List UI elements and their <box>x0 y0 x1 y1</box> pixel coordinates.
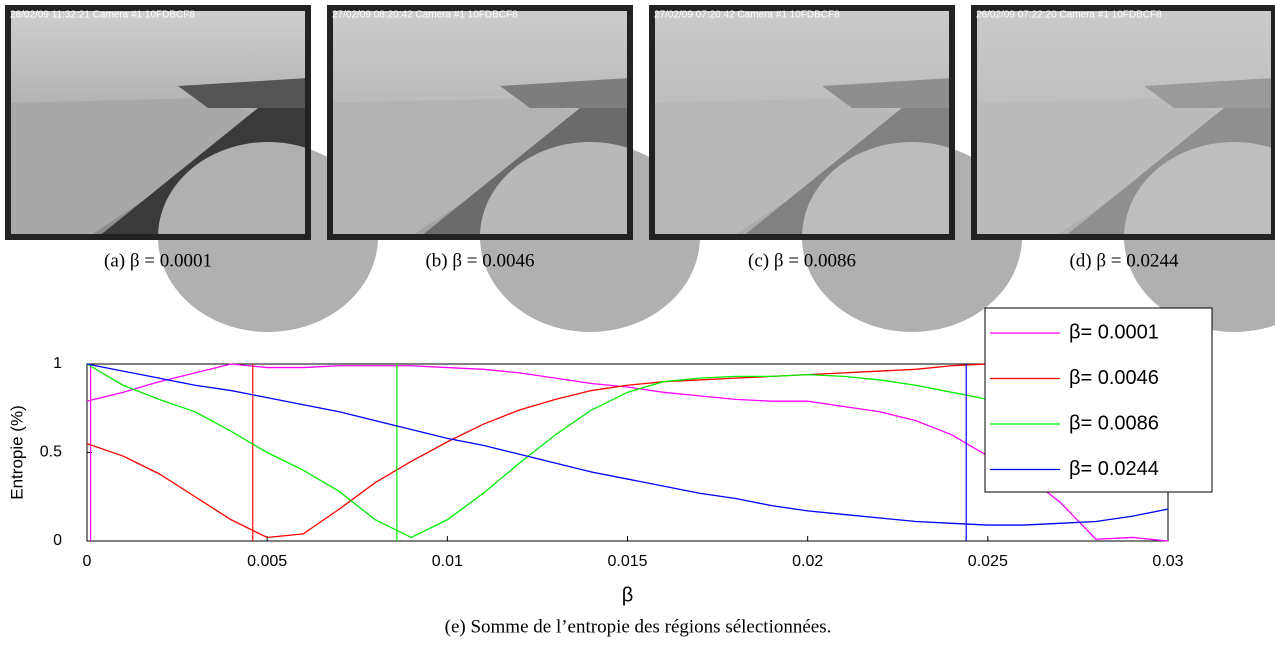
photo-fog <box>974 8 1274 237</box>
photo <box>649 5 1022 332</box>
photo-buildings <box>500 78 630 108</box>
y-tick-label: 0.5 <box>40 444 62 461</box>
x-tick-label: 0.015 <box>607 553 647 570</box>
photo-ground <box>8 98 268 237</box>
x-tick-label: 0.025 <box>968 553 1008 570</box>
photo-vignette <box>327 5 633 240</box>
legend-label: β= 0.0046 <box>1069 367 1159 389</box>
legend-box <box>984 307 1213 493</box>
x-tick-label: 0.005 <box>247 553 287 570</box>
photo-fog <box>652 8 952 237</box>
legend-label: β= 0.0086 <box>1069 412 1159 434</box>
subfigure-caption: (c) β = 0.0086 <box>748 250 856 271</box>
photo-vignette <box>971 5 1275 240</box>
x-tick-label: 0 <box>83 553 92 570</box>
legend-label: β= 0.0244 <box>1069 458 1159 480</box>
x-axis-label: β <box>622 584 634 606</box>
y-axis-label: Entropie (%) <box>7 405 26 499</box>
photo-vignette <box>5 5 311 240</box>
x-tick-label: 0.02 <box>792 553 823 570</box>
x-tick-label: 0.03 <box>1152 553 1183 570</box>
photo-stamp: 27/02/09 07:20:42 Camera #1 10FDBCF8 <box>654 10 840 21</box>
legend-label: β= 0.0001 <box>1069 321 1159 343</box>
photo-stamp: 26/02/09 07:22:20 Camera #1 10FDBCF8 <box>976 10 1162 21</box>
y-tick-label: 1 <box>53 355 62 372</box>
subfigure-caption: (b) β = 0.0046 <box>425 250 534 271</box>
photo-stamp: 27/02/09 08:20:42 Camera #1 10FDBCF8 <box>332 10 518 21</box>
photo-stamp: 28/02/09 11:32:21 Camera #1 10FDBCF8 <box>10 10 195 21</box>
photo-ground <box>330 98 590 237</box>
photo <box>971 5 1275 332</box>
photo-vignette <box>649 5 955 240</box>
subfigure-caption: (d) β = 0.0244 <box>1069 250 1179 271</box>
series-line <box>86 363 1169 526</box>
photo-fog <box>330 8 630 237</box>
photo <box>5 5 378 332</box>
subfigure-caption: (a) β = 0.0001 <box>104 250 212 271</box>
figure-caption: (e) Somme de l’entropie des régions séle… <box>445 616 832 637</box>
y-tick-label: 0 <box>53 532 62 549</box>
photo <box>327 5 700 332</box>
x-tick-label: 0.01 <box>432 553 463 570</box>
photo-buildings <box>178 78 308 108</box>
